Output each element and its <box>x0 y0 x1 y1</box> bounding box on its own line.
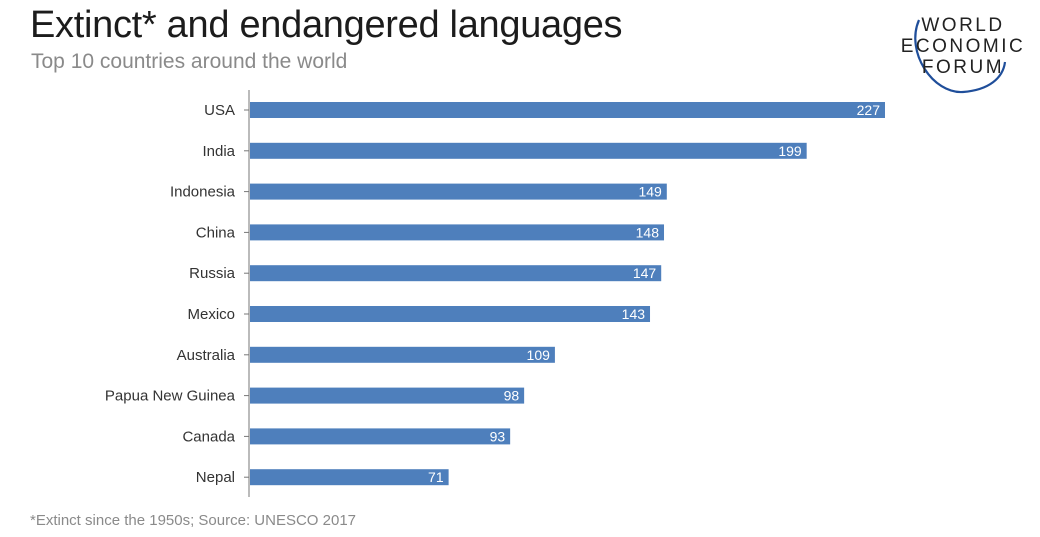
category-label: Mexico <box>187 306 235 323</box>
bar <box>250 183 667 200</box>
bar <box>250 306 651 322</box>
bar-value-label: 109 <box>527 347 551 363</box>
footnote: *Extinct since the 1950s; Source: UNESCO… <box>30 512 357 529</box>
bar <box>250 102 885 118</box>
chart-subtitle: Top 10 countries around the world <box>31 50 348 73</box>
category-label: Nepal <box>196 469 235 486</box>
logo-text-world: WORLD <box>921 15 1005 36</box>
bar <box>250 387 525 404</box>
category-label: Russia <box>189 265 236 282</box>
category-label: China <box>196 224 236 241</box>
bar-value-label: 71 <box>428 469 444 485</box>
bar-value-label: 147 <box>633 265 657 281</box>
category-label: Australia <box>177 347 236 364</box>
category-label: USA <box>204 102 235 119</box>
bar-value-label: 98 <box>504 388 520 404</box>
bar-value-label: 149 <box>638 184 662 200</box>
bar <box>250 224 665 241</box>
bar <box>250 142 807 159</box>
chart-title: Extinct* and endangered languages <box>30 4 623 46</box>
wef-logo: WORLD ECONOMIC FORUM <box>893 12 1033 102</box>
category-label: Indonesia <box>170 184 236 201</box>
bar <box>250 265 662 282</box>
bar-value-label: 227 <box>857 102 881 118</box>
category-label: Canada <box>182 428 235 445</box>
bar <box>250 469 449 486</box>
bar <box>250 346 555 363</box>
logo-text-economic: ECONOMIC <box>900 36 1026 57</box>
bar <box>250 428 511 445</box>
bar-value-label: 148 <box>636 224 660 240</box>
logo-text-forum: FORUM <box>921 57 1005 78</box>
category-label: India <box>202 143 235 160</box>
category-label: Papua New Guinea <box>105 388 236 405</box>
logo-arc-icon <box>914 19 1007 94</box>
bar-value-label: 93 <box>490 428 506 444</box>
bar-value-label: 199 <box>778 143 802 159</box>
bar-value-label: 143 <box>622 306 646 322</box>
